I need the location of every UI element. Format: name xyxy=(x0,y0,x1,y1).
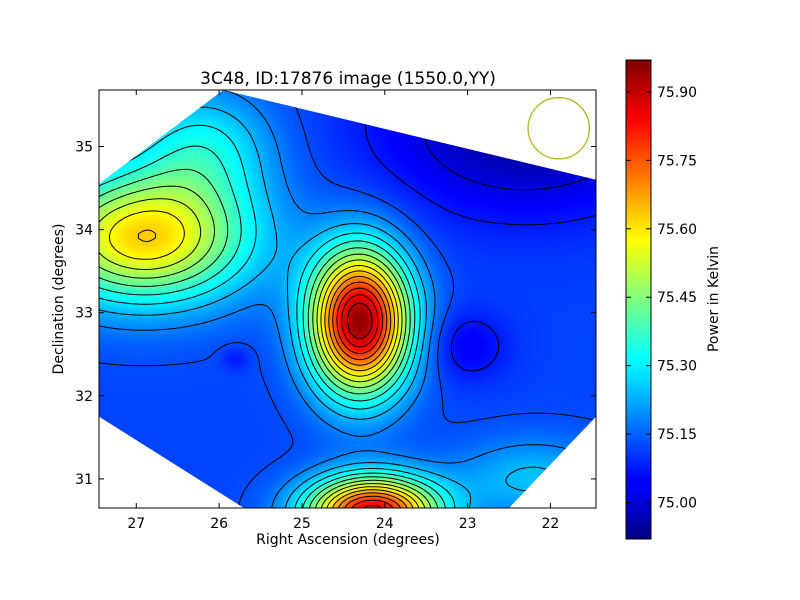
contour-level xyxy=(108,210,420,508)
x-tick-label: 22 xyxy=(542,516,560,532)
chart-title: 3C48, ID:17876 image (1550.0,YY) xyxy=(200,69,496,89)
contour-level xyxy=(99,198,426,508)
colorbar-tick-label: 75.90 xyxy=(657,85,697,101)
contour-level xyxy=(341,294,385,508)
colorbar-tick-label: 75.45 xyxy=(657,290,697,306)
y-axis-label: Declination (degrees) xyxy=(51,224,67,375)
colorbar xyxy=(625,59,652,540)
y-tick-label: 34 xyxy=(75,223,93,239)
y-tick-label: 33 xyxy=(75,306,93,322)
contour-level xyxy=(328,275,409,508)
plot-area xyxy=(99,90,596,508)
colorbar-tick-label: 75.60 xyxy=(657,222,697,238)
y-tick-label: 35 xyxy=(75,140,93,156)
y-axis: 31 32 33 34 35 xyxy=(75,140,596,488)
contour-level xyxy=(99,185,432,508)
y-tick-label: 31 xyxy=(75,472,93,488)
colorbar-axis: 75.00 75.15 75.30 75.45 75.60 75.75 75.90 xyxy=(626,85,697,512)
contour-level xyxy=(99,168,439,508)
x-axis: 27 26 25 24 23 22 xyxy=(127,90,559,532)
contour-level xyxy=(99,145,446,508)
contour-level xyxy=(137,229,415,508)
x-tick-label: 27 xyxy=(127,516,145,532)
contour-level xyxy=(332,281,402,508)
contour-level xyxy=(99,124,456,508)
beam-circle xyxy=(527,96,591,160)
colorbar-label: Power in Kelvin xyxy=(706,246,722,352)
colorbar-tick-label: 75.00 xyxy=(657,496,697,512)
contour-level xyxy=(347,302,373,340)
x-tick-label: 24 xyxy=(376,516,394,532)
plot-frame xyxy=(98,89,597,509)
x-tick-label: 26 xyxy=(210,516,228,532)
contour-lines xyxy=(99,90,596,508)
x-tick-label: 23 xyxy=(459,516,477,532)
colorbar-tick-label: 75.30 xyxy=(657,359,697,375)
x-tick-label: 25 xyxy=(293,516,311,532)
colorbar-tick-label: 75.15 xyxy=(657,427,697,443)
colorbar-tick-label: 75.75 xyxy=(657,153,697,169)
y-tick-label: 32 xyxy=(75,389,93,405)
x-axis-label: Right Ascension (degrees) xyxy=(256,532,440,548)
contour-level xyxy=(336,287,395,508)
